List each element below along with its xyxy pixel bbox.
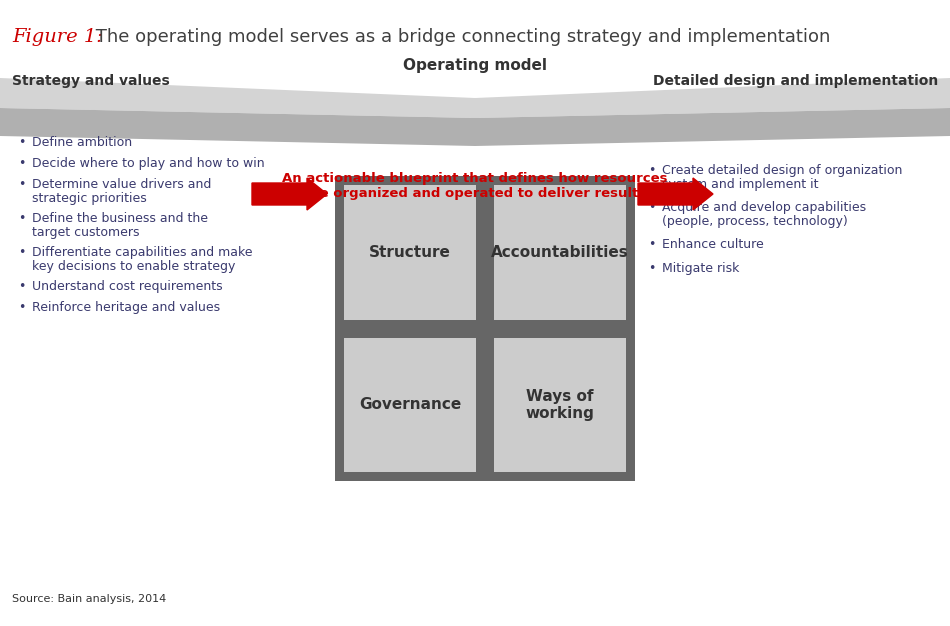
Text: •: •	[18, 246, 26, 259]
Polygon shape	[0, 108, 950, 146]
Text: •: •	[648, 262, 656, 275]
Text: target customers: target customers	[32, 226, 140, 239]
FancyArrow shape	[252, 178, 327, 210]
Text: •: •	[648, 164, 656, 177]
Polygon shape	[0, 78, 950, 118]
Text: key decisions to enable strategy: key decisions to enable strategy	[32, 260, 236, 273]
Text: Accountabilities: Accountabilities	[491, 245, 629, 260]
Bar	[494, 337, 626, 472]
FancyArrow shape	[638, 178, 713, 210]
Text: •: •	[18, 212, 26, 225]
Text: Acquire and develop capabilities: Acquire and develop capabilities	[662, 201, 866, 214]
Text: The operating model serves as a bridge connecting strategy and implementation: The operating model serves as a bridge c…	[90, 28, 830, 46]
Text: •: •	[648, 201, 656, 214]
Text: Detailed design and implementation: Detailed design and implementation	[653, 74, 938, 88]
Text: •: •	[18, 301, 26, 314]
Text: Reinforce heritage and values: Reinforce heritage and values	[32, 301, 220, 314]
Text: system and implement it: system and implement it	[662, 178, 819, 191]
Text: Figure 1:: Figure 1:	[12, 28, 103, 46]
Text: •: •	[18, 136, 26, 149]
Text: •: •	[18, 178, 26, 191]
Text: Source: Bain analysis, 2014: Source: Bain analysis, 2014	[12, 594, 166, 604]
Text: Mitigate risk: Mitigate risk	[662, 262, 739, 275]
Text: Governance: Governance	[359, 398, 461, 413]
Text: (people, process, technology): (people, process, technology)	[662, 215, 847, 228]
Text: Structure: Structure	[369, 245, 451, 260]
Text: Differentiate capabilities and make: Differentiate capabilities and make	[32, 246, 253, 259]
Text: Strategy and values: Strategy and values	[12, 74, 170, 88]
Text: Define the business and the: Define the business and the	[32, 212, 208, 225]
Text: Decide where to play and how to win: Decide where to play and how to win	[32, 157, 265, 170]
Text: Enhance culture: Enhance culture	[662, 238, 764, 251]
Bar	[344, 185, 476, 319]
Text: Understand cost requirements: Understand cost requirements	[32, 280, 222, 293]
Bar	[335, 176, 635, 481]
Text: An actionable blueprint that defines how resources
are organized and operated to: An actionable blueprint that defines how…	[282, 172, 668, 200]
Bar	[344, 337, 476, 472]
Text: Ways of
working: Ways of working	[525, 389, 595, 421]
Text: Determine value drivers and: Determine value drivers and	[32, 178, 211, 191]
Text: •: •	[648, 238, 656, 251]
Text: •: •	[18, 157, 26, 170]
Text: •: •	[18, 280, 26, 293]
Text: Define ambition: Define ambition	[32, 136, 132, 149]
Text: strategic priorities: strategic priorities	[32, 192, 146, 205]
Text: Operating model: Operating model	[403, 58, 547, 73]
Bar	[494, 185, 626, 319]
Text: Create detailed design of organization: Create detailed design of organization	[662, 164, 902, 177]
